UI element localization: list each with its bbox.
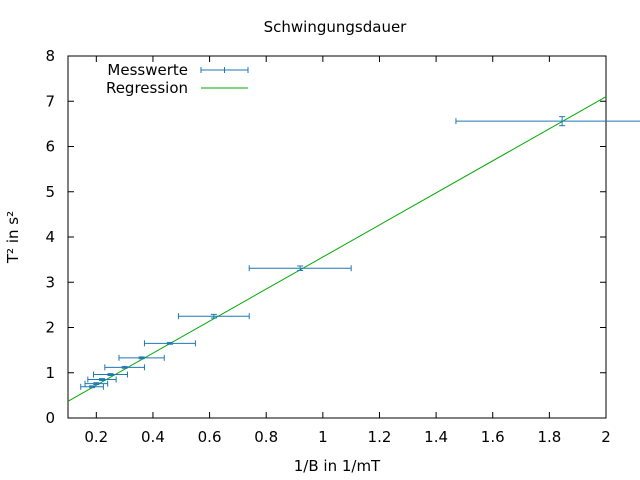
- data-point: [104, 364, 145, 371]
- data-point: [84, 380, 109, 387]
- axis-tick-labels: 0.2 0.4 0.6 0.8 1 1.2 1.4 1.6 1.8 2 0 1 2 3 4 5 6 7 8: [45, 47, 610, 446]
- data-point: [143, 340, 196, 347]
- data-point: [80, 383, 104, 390]
- y-tick-label: 0: [45, 409, 55, 427]
- legend-label-messwerte: Messwerte: [107, 61, 188, 79]
- chart-title: Schwingungsdauer: [264, 18, 408, 36]
- plot-area: [67, 96, 640, 402]
- x-tick-label: 1.8: [537, 428, 561, 446]
- y-tick-label: 1: [45, 364, 55, 382]
- y-tick-label: 2: [45, 319, 55, 337]
- x-tick-label: 0.2: [84, 428, 108, 446]
- x-tick-label: 1.4: [424, 428, 448, 446]
- y-tick-label: 5: [45, 183, 55, 201]
- x-axis-label: 1/B in 1/mT: [294, 457, 381, 475]
- y-tick-label: 6: [45, 138, 55, 156]
- legend-label-regression: Regression: [106, 79, 188, 97]
- y-tick-label: 3: [45, 273, 55, 291]
- axis-ticks: [68, 55, 607, 419]
- x-tick-label: 1.2: [368, 428, 392, 446]
- x-tick-label: 1: [318, 428, 328, 446]
- data-point: [118, 354, 165, 361]
- y-tick-label: 7: [45, 92, 55, 110]
- legend: Messwerte Regression: [106, 61, 249, 97]
- x-tick-label: 1.6: [481, 428, 505, 446]
- data-point: [87, 376, 117, 383]
- y-tick-label: 8: [45, 47, 55, 65]
- data-point: [177, 313, 250, 320]
- y-tick-label: 4: [45, 228, 55, 246]
- regression-line: [67, 96, 607, 402]
- x-tick-label: 0.4: [141, 428, 165, 446]
- legend-symbol-messwerte: [200, 67, 249, 73]
- x-tick-label: 0.8: [254, 428, 278, 446]
- data-point: [455, 116, 640, 127]
- y-axis-label: T² in s²: [4, 211, 22, 264]
- plot-frame: [67, 55, 607, 419]
- data-point: [92, 371, 128, 378]
- x-tick-label: 0.6: [198, 428, 222, 446]
- data-point: [248, 265, 352, 272]
- x-tick-label: 2: [601, 428, 611, 446]
